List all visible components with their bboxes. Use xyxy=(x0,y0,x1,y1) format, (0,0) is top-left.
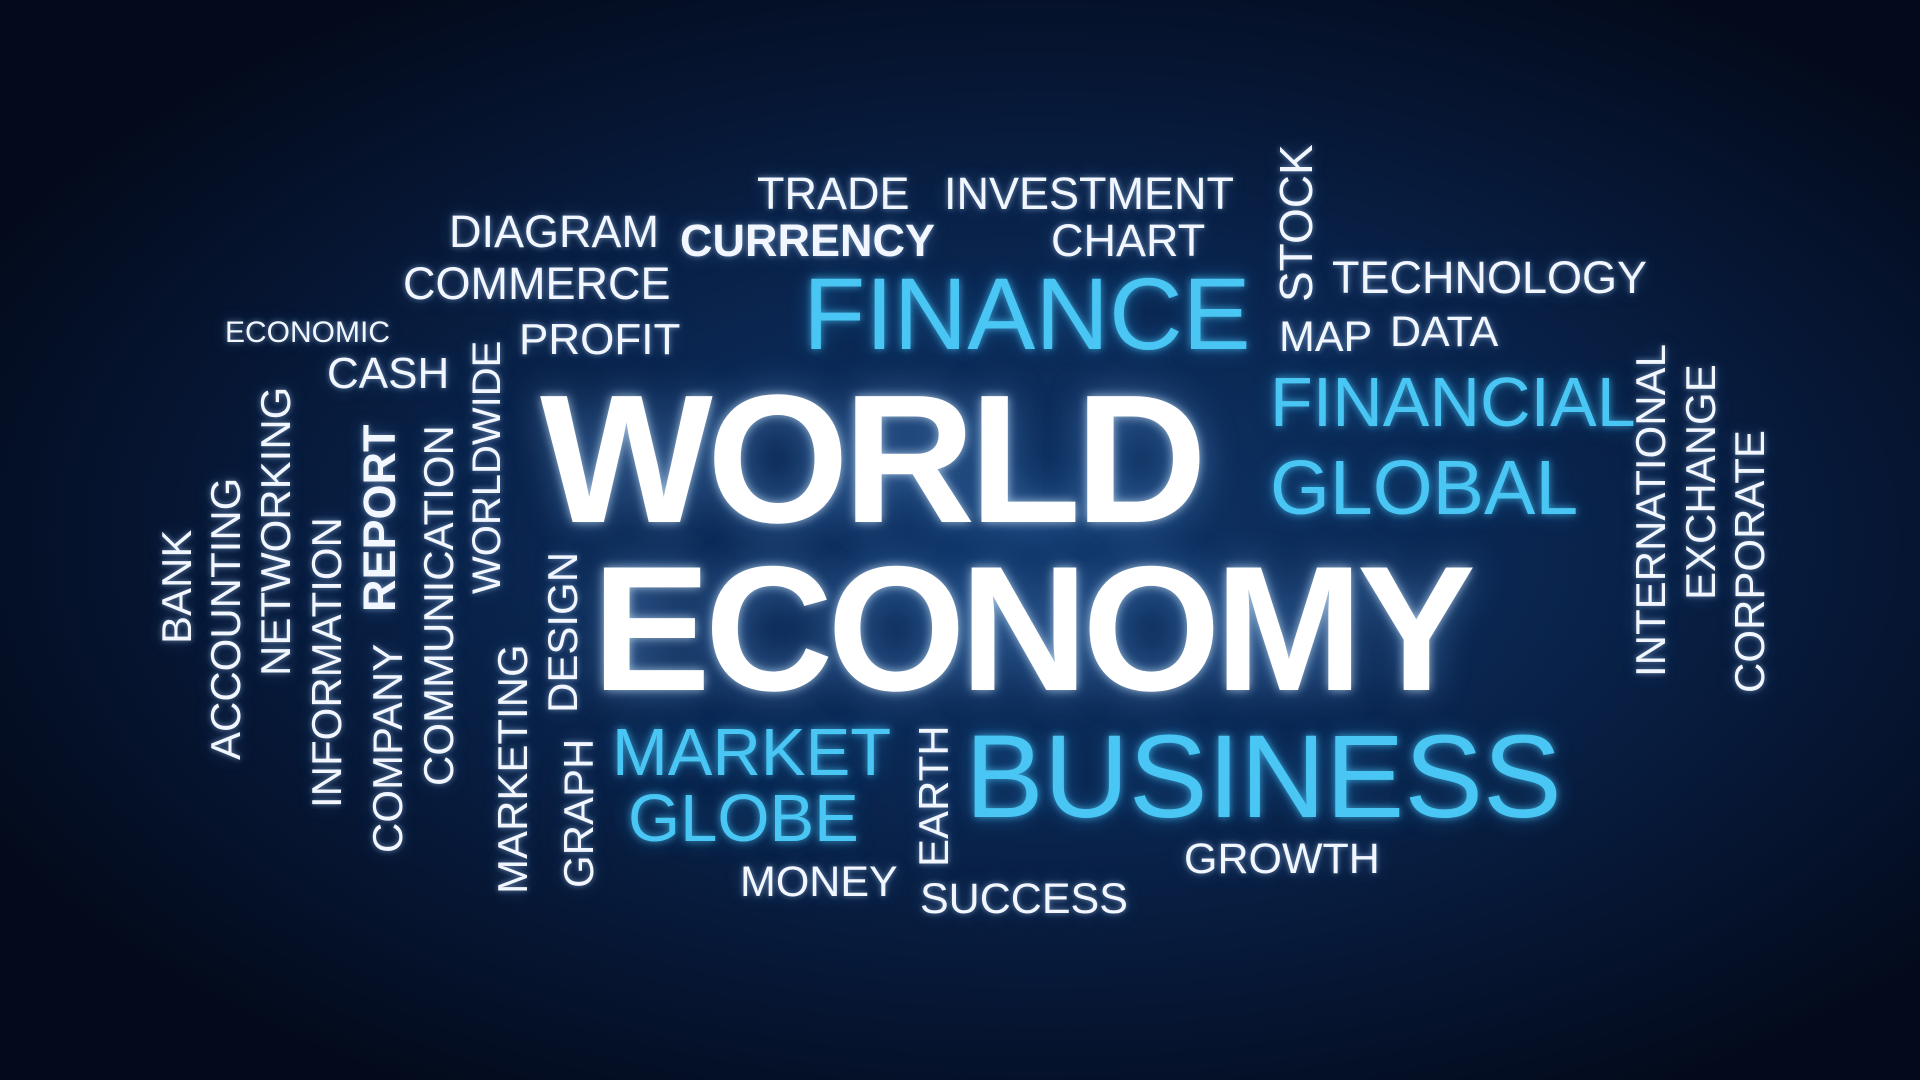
word-trade: TRADE xyxy=(757,168,910,219)
word-graph: GRAPH xyxy=(555,738,602,888)
word-bank: BANK xyxy=(153,529,200,644)
word-worldwide: WORLDWIDE xyxy=(465,340,509,594)
word-globe: GLOBE xyxy=(628,781,859,856)
word-success: SUCCESS xyxy=(920,875,1128,923)
word-corporate: CORPORATE xyxy=(1726,430,1773,693)
word-global: GLOBAL xyxy=(1270,445,1579,531)
word-technology: TECHNOLOGY xyxy=(1332,252,1648,303)
word-earth: EARTH xyxy=(910,725,957,867)
word-map: MAP xyxy=(1279,313,1373,361)
word-world: WORLD xyxy=(540,356,1207,561)
word-communication: COMMUNICATION xyxy=(415,425,462,786)
word-investment: INVESTMENT xyxy=(944,168,1235,219)
word-economy: ECONOMY xyxy=(592,529,1476,728)
word-design: DESIGN xyxy=(539,551,586,713)
word-cash: CASH xyxy=(327,349,450,398)
word-information: INFORMATION xyxy=(303,517,350,808)
word-market: MARKET xyxy=(612,715,892,790)
word-profit: PROFIT xyxy=(519,315,681,364)
word-financial: FINANCIAL xyxy=(1270,363,1636,441)
word-money: MONEY xyxy=(740,858,898,906)
word-chart: CHART xyxy=(1051,215,1206,266)
word-stock: STOCK xyxy=(1270,144,1322,302)
word-currency: CURRENCY xyxy=(680,215,936,266)
word-marketing: MARKETING xyxy=(489,644,536,894)
word-business: BUSINESS xyxy=(965,711,1562,843)
word-international: INTERNATIONAL xyxy=(1627,344,1674,677)
word-economic: ECONOMIC xyxy=(225,316,390,349)
word-data: DATA xyxy=(1390,308,1499,356)
word-accounting: ACCOUNTING xyxy=(202,477,249,760)
word-commerce: COMMERCE xyxy=(403,258,671,309)
word-diagram: DIAGRAM xyxy=(449,206,660,257)
word-networking: NETWORKING xyxy=(252,386,299,676)
word-exchange: EXCHANGE xyxy=(1677,364,1724,600)
word-finance: FINANCE xyxy=(803,257,1251,371)
word-company: COMPANY xyxy=(364,643,411,853)
word-report: REPORT xyxy=(354,424,405,612)
word-growth: GROWTH xyxy=(1184,835,1380,883)
